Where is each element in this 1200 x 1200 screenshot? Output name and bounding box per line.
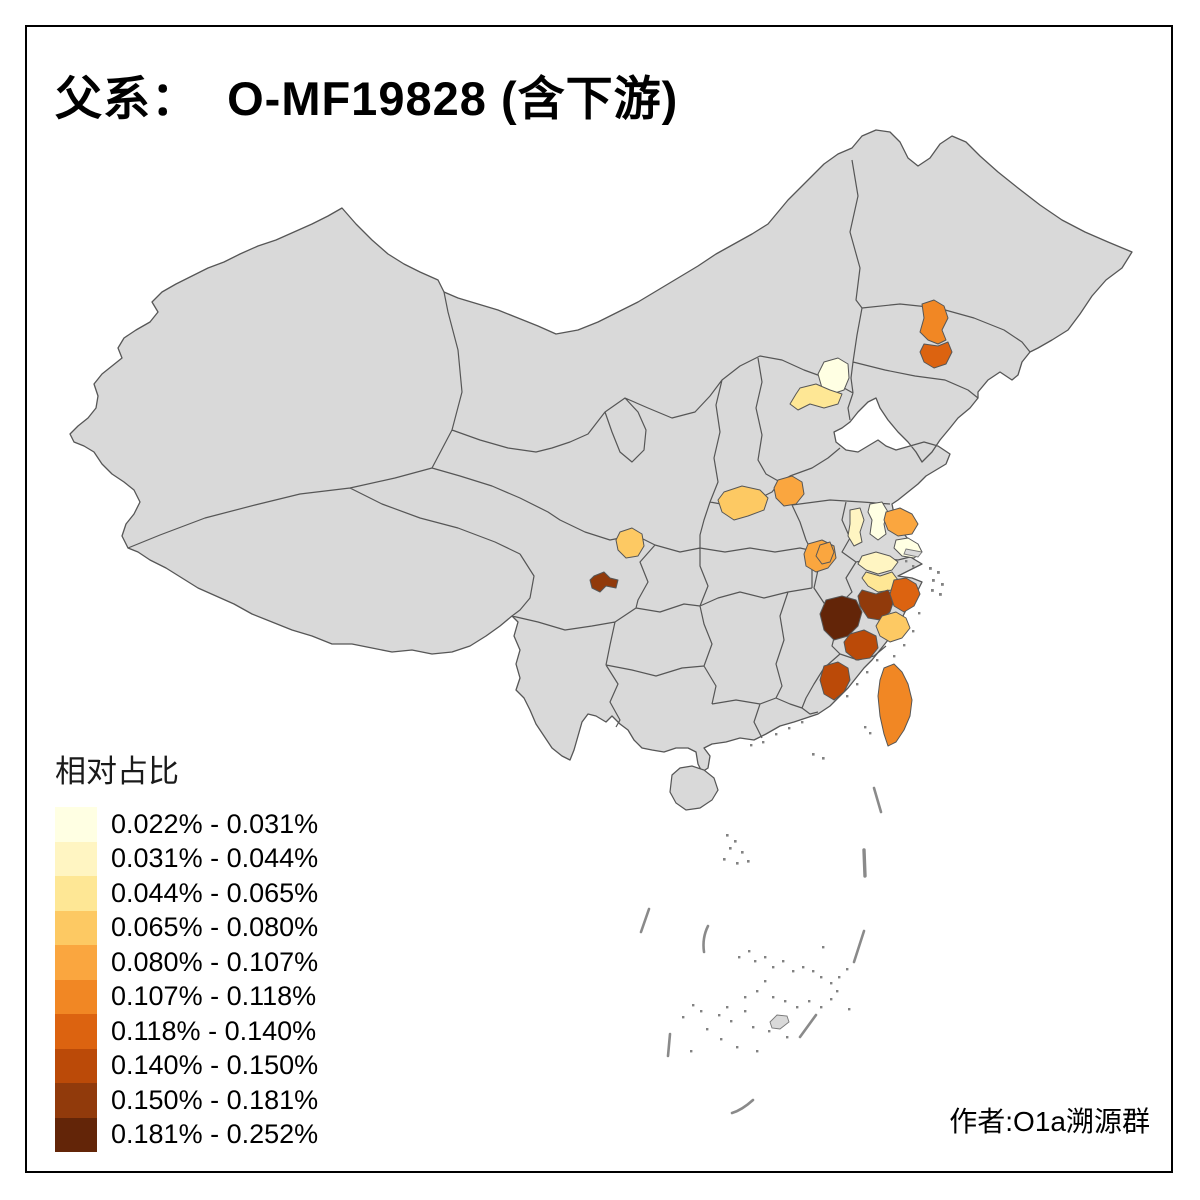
colored-region-zhejiang-wenzhou — [843, 629, 879, 661]
colored-region-sichuan-chengdu — [615, 527, 645, 559]
colored-region-zhejiang-north — [857, 551, 899, 575]
colored-region-hebei-central — [789, 383, 843, 411]
legend-label: 0.031% - 0.044% — [111, 843, 319, 874]
legend-swatch — [55, 1048, 97, 1083]
colored-region-fujian-east — [819, 661, 851, 701]
legend-row: 0.140% - 0.150% — [55, 1048, 385, 1083]
mainland-outline — [69, 129, 1133, 773]
legend-label: 0.022% - 0.031% — [111, 808, 319, 839]
legend-swatch — [55, 979, 97, 1014]
legend-row: 0.044% - 0.065% — [55, 876, 385, 911]
island-specks — [682, 560, 944, 1053]
legend-label: 0.065% - 0.080% — [111, 912, 319, 943]
legend: 相对占比 0.022% - 0.031% 0.031% - 0.044% 0.044… — [55, 746, 385, 1152]
legend-row: 0.080% - 0.107% — [55, 945, 385, 980]
legend-row: 0.065% - 0.080% — [55, 910, 385, 945]
nine-dash-line — [639, 786, 883, 1115]
legend-swatch — [55, 1014, 97, 1049]
legend-swatch — [55, 945, 97, 980]
hainan-island — [669, 765, 719, 811]
map-title: 父系： O-MF19828 (含下游) — [55, 72, 679, 125]
legend-swatch — [55, 841, 97, 876]
islets — [769, 548, 923, 1030]
colored-region-jilin-south — [919, 341, 953, 369]
legend-row: 0.181% - 0.252% — [55, 1117, 385, 1152]
south-sea-islet — [769, 1014, 790, 1030]
legend-entries: 0.022% - 0.031% 0.031% - 0.044% 0.044% - 0… — [55, 807, 385, 1152]
author-credit: 作者:O1a溯源群 — [949, 1106, 1150, 1137]
colored-region-beijing — [817, 357, 850, 395]
legend-label: 0.118% - 0.140% — [111, 1015, 317, 1046]
legend-row: 0.031% - 0.044% — [55, 841, 385, 876]
colored-region-taiwan — [877, 663, 913, 747]
legend-swatch — [55, 910, 97, 945]
legend-swatch — [55, 876, 97, 911]
colored-region-jiangsu-central — [867, 501, 889, 541]
legend-label: 0.107% - 0.118% — [111, 981, 317, 1012]
legend-title: 相对占比 — [55, 754, 179, 789]
colored-region-anhui-southwest — [815, 541, 835, 565]
colored-region-zhejiang-west — [819, 595, 863, 641]
colored-region-jiangsu-nantong — [883, 507, 919, 537]
legend-label: 0.080% - 0.107% — [111, 946, 319, 977]
chongming-islet — [903, 548, 923, 558]
legend-row: 0.150% - 0.181% — [55, 1083, 385, 1118]
colored-region-anhui-east — [847, 507, 865, 547]
legend-label: 0.140% - 0.150% — [111, 1050, 319, 1081]
colored-regions — [589, 299, 953, 747]
colored-region-henan-central — [773, 475, 805, 507]
colored-region-henan-southwest — [717, 485, 769, 521]
legend-label: 0.181% - 0.252% — [111, 1119, 319, 1150]
colored-region-zhejiang-ningbo — [889, 577, 921, 613]
colored-region-jilin-north — [919, 299, 949, 345]
legend-label: 0.150% - 0.181% — [111, 1084, 319, 1115]
legend-swatch — [55, 807, 97, 842]
legend-row: 0.107% - 0.118% — [55, 979, 385, 1014]
colored-region-sichuan-south — [589, 571, 619, 593]
legend-swatch — [55, 1083, 97, 1118]
legend-label: 0.044% - 0.065% — [111, 877, 319, 908]
colored-region-zhejiang-taizhou — [875, 611, 911, 643]
legend-row: 0.022% - 0.031% — [55, 807, 385, 842]
legend-row: 0.118% - 0.140% — [55, 1014, 385, 1049]
legend-swatch — [55, 1117, 97, 1152]
